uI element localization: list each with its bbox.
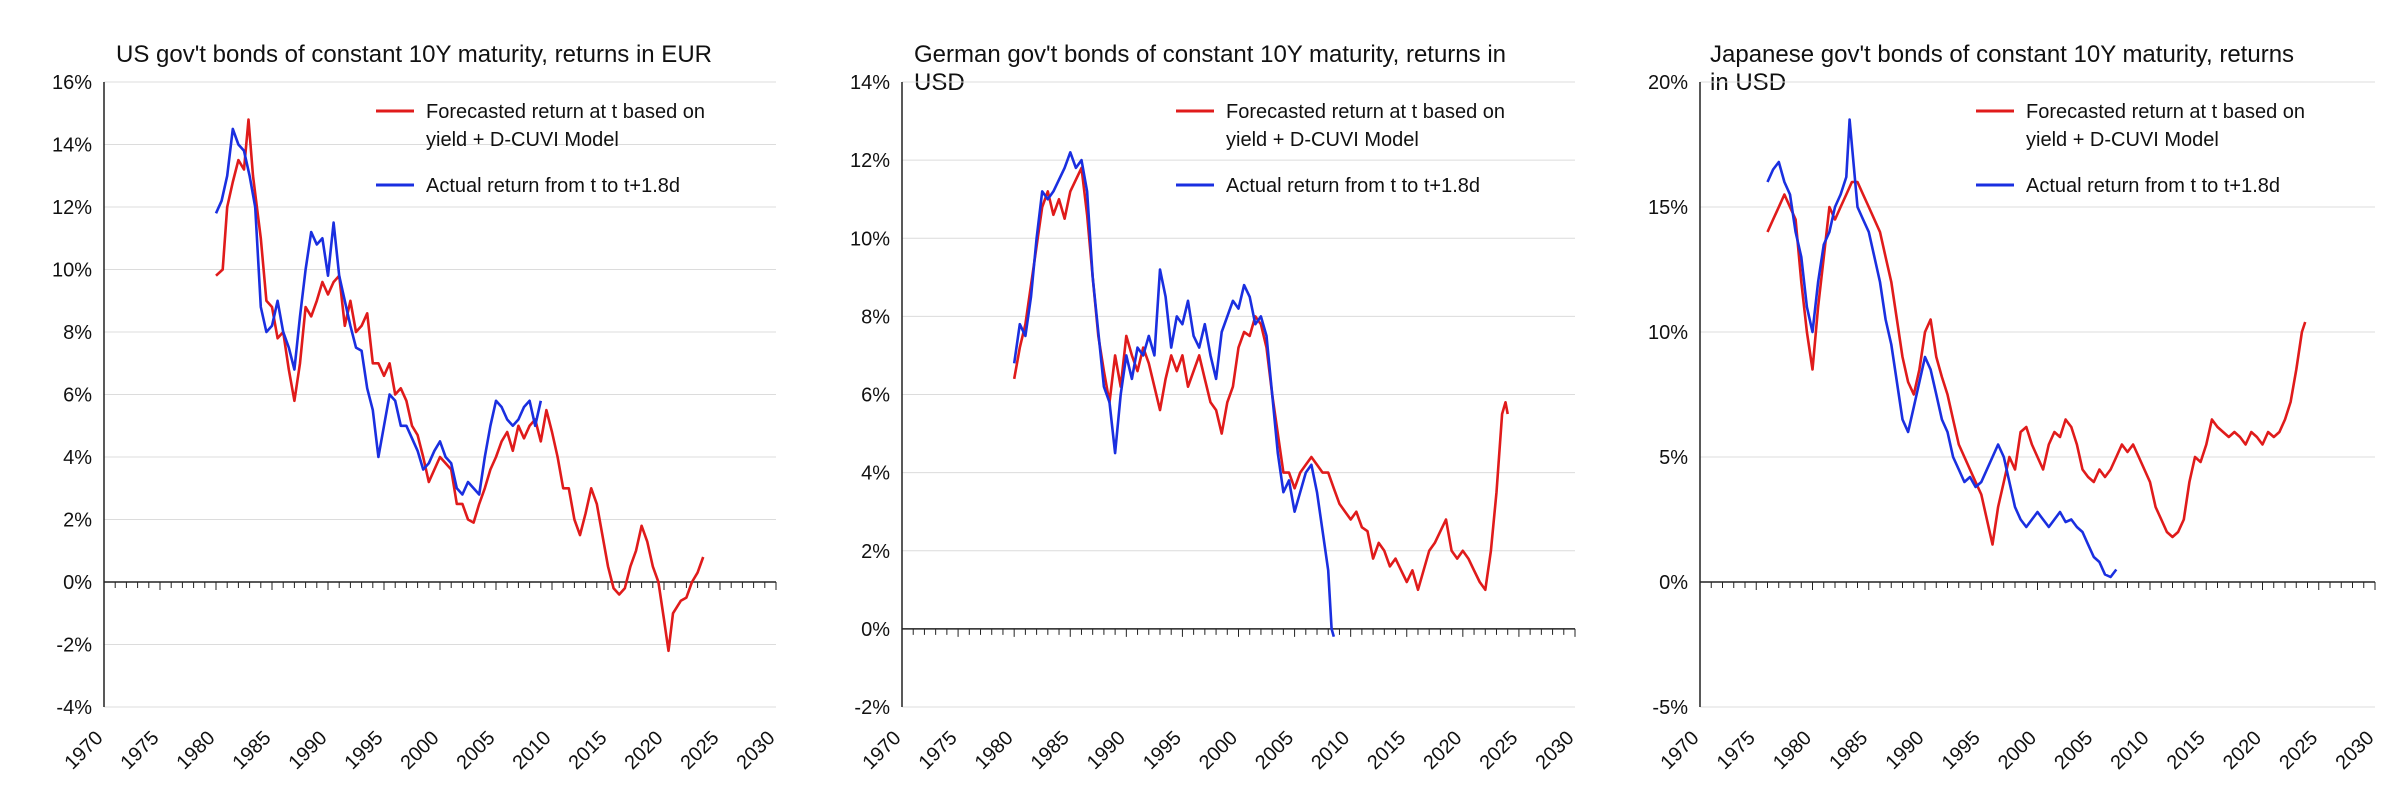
chart-japanese-x-tick-label: 2025 bbox=[2275, 727, 2322, 774]
chart-german-x-tick-label: 2005 bbox=[1251, 727, 1298, 774]
chart-us-y-tick-label: -4% bbox=[56, 697, 92, 719]
chart-german-x-tick-label: 2030 bbox=[1532, 727, 1579, 774]
chart-japanese-y-tick-label: 5% bbox=[1659, 447, 1688, 469]
chart-german-y-tick-label: 8% bbox=[861, 306, 890, 328]
chart-japanese-y-tick-label: 15% bbox=[1648, 197, 1688, 219]
chart-german-y-tick-label: 4% bbox=[861, 463, 890, 485]
chart-german-legend-label-actual: Actual return from t to t+1.8d bbox=[1226, 175, 1480, 197]
chart-us-x-tick-label: 1980 bbox=[173, 727, 220, 774]
chart-us-legend-label-forecast: Forecasted return at t based on bbox=[426, 101, 705, 123]
chart-us-x-tick-label: 1970 bbox=[61, 727, 108, 774]
chart-german-y-tick-label: 14% bbox=[850, 72, 890, 94]
chart-japanese-x-tick-label: 1995 bbox=[1938, 727, 1985, 774]
chart-us-y-tick-label: -2% bbox=[56, 635, 92, 657]
chart-german-y-tick-label: 2% bbox=[861, 541, 890, 563]
chart-us-bonds-eur: US gov't bonds of constant 10Y maturity,… bbox=[52, 41, 780, 774]
chart-german-x-tick-label: 1985 bbox=[1027, 727, 1074, 774]
chart-german-series-forecast-line bbox=[1012, 166, 1509, 592]
chart-japanese-legend-label-forecast: Forecasted return at t based on bbox=[2026, 101, 2305, 123]
chart-japanese-x-tick-label: 2015 bbox=[2163, 727, 2210, 774]
chart-japanese-bonds-usd: Japanese gov't bonds of constant 10Y mat… bbox=[1648, 41, 2379, 774]
chart-us-x-tick-label: 2025 bbox=[677, 727, 724, 774]
chart-us-x-tick-label: 2010 bbox=[509, 727, 556, 774]
chart-us-y-tick-label: 6% bbox=[63, 385, 92, 407]
chart-us-x-tick-label: 2005 bbox=[453, 727, 500, 774]
chart-german-y-tick-label: 0% bbox=[861, 619, 890, 641]
chart-german-title-line-0: German gov't bonds of constant 10Y matur… bbox=[914, 41, 1506, 68]
chart-us-legend-label-actual: Actual return from t to t+1.8d bbox=[426, 175, 680, 197]
chart-german-x-tick-label: 1980 bbox=[971, 727, 1018, 774]
chart-german-x-tick-label: 1995 bbox=[1139, 727, 1186, 774]
chart-us-legend-label-forecast: yield + D-CUVI Model bbox=[426, 129, 619, 151]
chart-german-y-tick-label: 12% bbox=[850, 150, 890, 172]
chart-japanese-y-tick-label: 20% bbox=[1648, 72, 1688, 94]
chart-japanese-x-tick-label: 1980 bbox=[1769, 727, 1816, 774]
chart-japanese-x-tick-label: 2005 bbox=[2050, 727, 2097, 774]
chart-japanese-x-tick-label: 2030 bbox=[2332, 727, 2379, 774]
chart-japanese-x-tick-label: 2010 bbox=[2107, 727, 2154, 774]
chart-german-legend-label-forecast: Forecasted return at t based on bbox=[1226, 101, 1505, 123]
chart-us-x-tick-label: 2030 bbox=[733, 727, 780, 774]
chart-us-y-tick-label: 16% bbox=[52, 72, 92, 94]
chart-japanese-x-tick-label: 1975 bbox=[1713, 727, 1760, 774]
chart-japanese-legend-label-actual: Actual return from t to t+1.8d bbox=[2026, 175, 2280, 197]
chart-german-x-tick-label: 1970 bbox=[859, 727, 906, 774]
chart-japanese-series-actual-line bbox=[1766, 118, 2118, 579]
chart-german-y-tick-label: -2% bbox=[854, 697, 890, 719]
chart-german-x-tick-label: 1990 bbox=[1083, 727, 1130, 774]
chart-us-y-tick-label: 10% bbox=[52, 260, 92, 282]
chart-us-y-tick-label: 8% bbox=[63, 322, 92, 344]
chart-german-bonds-usd: German gov't bonds of constant 10Y matur… bbox=[850, 41, 1579, 774]
chart-us-y-tick-label: 14% bbox=[52, 135, 92, 157]
chart-us-series-forecast-line bbox=[215, 118, 705, 653]
chart-japanese-y-tick-label: 0% bbox=[1659, 572, 1688, 594]
chart-german-series-actual-line bbox=[1012, 151, 1336, 638]
chart-japanese-x-tick-label: 1990 bbox=[1882, 727, 1929, 774]
chart-german-legend-label-forecast: yield + D-CUVI Model bbox=[1226, 129, 1419, 151]
chart-german-x-tick-label: 2000 bbox=[1195, 727, 1242, 774]
chart-us-x-tick-label: 2020 bbox=[621, 727, 668, 774]
chart-german-x-tick-label: 2010 bbox=[1307, 727, 1354, 774]
chart-us-x-tick-label: 2000 bbox=[397, 727, 444, 774]
chart-japanese-series-forecast-line bbox=[1766, 180, 2307, 546]
chart-us-x-tick-label: 1990 bbox=[285, 727, 332, 774]
chart-us-y-tick-label: 4% bbox=[63, 447, 92, 469]
chart-us-x-tick-label: 1975 bbox=[117, 727, 164, 774]
chart-us-y-tick-label: 12% bbox=[52, 197, 92, 219]
chart-german-x-tick-label: 2025 bbox=[1475, 727, 1522, 774]
chart-japanese-x-tick-label: 2000 bbox=[1994, 727, 2041, 774]
chart-japanese-x-tick-label: 2020 bbox=[2219, 727, 2266, 774]
chart-us-title-line-0: US gov't bonds of constant 10Y maturity,… bbox=[116, 41, 712, 68]
chart-german-y-tick-label: 10% bbox=[850, 228, 890, 250]
chart-us-series-actual-line bbox=[214, 127, 543, 496]
chart-german-y-tick-label: 6% bbox=[861, 385, 890, 407]
chart-german-x-tick-label: 2015 bbox=[1363, 727, 1410, 774]
chart-german-x-tick-label: 2020 bbox=[1419, 727, 1466, 774]
chart-japanese-x-tick-label: 1970 bbox=[1657, 727, 1704, 774]
chart-japanese-legend-label-forecast: yield + D-CUVI Model bbox=[2026, 129, 2219, 151]
chart-us-x-tick-label: 1995 bbox=[341, 727, 388, 774]
chart-us-x-tick-label: 2015 bbox=[565, 727, 612, 774]
chart-us-y-tick-label: 0% bbox=[63, 572, 92, 594]
chart-us-y-tick-label: 2% bbox=[63, 510, 92, 532]
chart-japanese-x-tick-label: 1985 bbox=[1825, 727, 1872, 774]
chart-german-x-tick-label: 1975 bbox=[915, 727, 962, 774]
chart-japanese-title-line-0: Japanese gov't bonds of constant 10Y mat… bbox=[1710, 41, 2294, 68]
chart-us-x-tick-label: 1985 bbox=[229, 727, 276, 774]
chart-japanese-y-tick-label: -5% bbox=[1652, 697, 1688, 719]
chart-japanese-y-tick-label: 10% bbox=[1648, 322, 1688, 344]
